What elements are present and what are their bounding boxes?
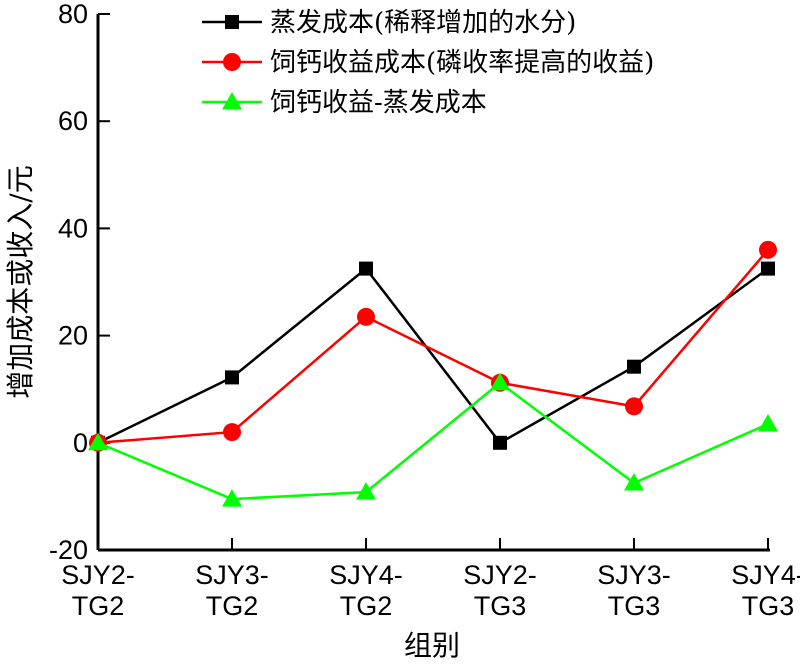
data-point xyxy=(356,482,376,500)
legend-label: 饲钙收益成本(磷收率提高的收益) xyxy=(270,48,654,78)
y-axis-title: 增加成本或收入/元 xyxy=(4,165,37,398)
x-tick-label: SJY3-TG2 xyxy=(195,560,269,621)
legend-entry: 饲钙收益-蒸发成本 xyxy=(202,88,487,118)
legend: 蒸发成本(稀释增加的水分) 饲钙收益成本(磷收率提高的收益) 饲钙收益-蒸发成本 xyxy=(202,8,654,118)
data-point xyxy=(359,261,373,276)
series-2 xyxy=(89,240,777,452)
data-point xyxy=(222,489,242,507)
x-tick-label: SJY3-TG3 xyxy=(597,560,671,621)
legend-entry: 蒸发成本(稀释增加的水分) xyxy=(202,8,576,38)
legend-entry: 饲钙收益成本(磷收率提高的收益) xyxy=(202,48,654,78)
series-3 xyxy=(88,372,778,507)
legend-label: 饲钙收益-蒸发成本 xyxy=(270,88,487,118)
data-point xyxy=(627,359,641,374)
x-tick-label: SJY2-TG3 xyxy=(463,560,537,621)
data-point xyxy=(758,414,778,432)
y-tick-label: 20 xyxy=(58,321,88,351)
x-axis-title: 组别 xyxy=(404,629,460,662)
legend-label: 蒸发成本(稀释增加的水分) xyxy=(270,8,576,38)
legend-marker xyxy=(225,15,239,29)
y-ticks: -20 0 20 40 60 80 xyxy=(49,0,110,565)
legend-marker xyxy=(222,92,242,110)
data-point xyxy=(223,423,241,442)
legend-marker xyxy=(223,53,241,71)
series-1 xyxy=(91,261,775,450)
x-tick-label: SJY4-TG3 xyxy=(731,560,800,621)
series-line xyxy=(97,381,769,501)
data-point xyxy=(625,397,643,416)
data-point xyxy=(493,435,507,450)
x-tick-label: SJY2-TG2 xyxy=(61,560,135,621)
x-tick-label: SJY4-TG2 xyxy=(329,560,403,621)
y-tick-label: 60 xyxy=(58,106,88,136)
data-point xyxy=(624,473,644,491)
y-tick-label: 80 xyxy=(58,0,88,29)
x-ticks: SJY2-TG2 SJY3-TG2 SJY4-TG2 SJY2-TG3 SJY3-TG3… xyxy=(61,538,800,621)
y-tick-label: -20 xyxy=(49,535,88,565)
axes xyxy=(96,14,770,552)
series-line xyxy=(97,249,769,445)
series-layer xyxy=(88,240,778,507)
y-tick-label: 0 xyxy=(73,428,88,458)
data-point xyxy=(761,261,775,276)
data-point xyxy=(225,370,239,385)
series-line xyxy=(97,266,769,445)
data-point xyxy=(357,307,375,326)
data-point xyxy=(759,240,777,259)
data-point xyxy=(88,432,108,451)
data-point xyxy=(490,372,510,391)
y-tick-label: 40 xyxy=(58,213,88,243)
